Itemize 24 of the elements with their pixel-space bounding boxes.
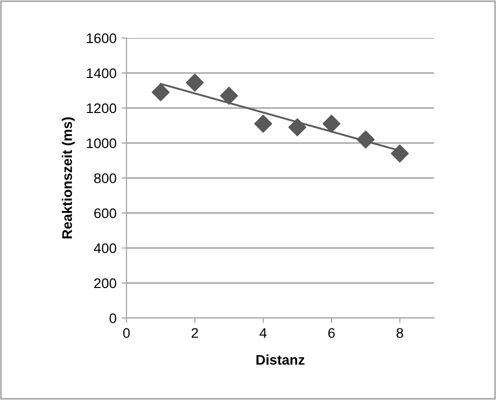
y-tick-label: 1200 — [86, 103, 116, 114]
x-axis-title: Distanz — [256, 354, 304, 365]
y-tick-label: 800 — [94, 173, 116, 184]
point — [220, 86, 238, 105]
point — [390, 144, 409, 162]
point — [186, 74, 204, 92]
point — [322, 114, 340, 133]
y-tick-label: 1000 — [86, 138, 116, 148]
point — [254, 114, 272, 133]
point — [356, 130, 375, 148]
x-tick-label: 0 — [123, 328, 130, 338]
x-tick-label: 6 — [328, 328, 335, 338]
y-tick-label: 0 — [110, 313, 116, 324]
x-tick-label: 8 — [396, 328, 404, 338]
x-tick-label: 4 — [260, 328, 267, 338]
point — [152, 83, 170, 102]
y-tick-label: 600 — [94, 208, 116, 218]
y-tick-label: 1600 — [86, 33, 116, 44]
y-tick-label: 200 — [94, 278, 116, 288]
y-tick-label: 1400 — [86, 68, 116, 78]
y-axis-title: Reaktionszeit (ms) — [62, 117, 75, 238]
y-tick-label: 400 — [94, 243, 116, 254]
point — [288, 118, 306, 136]
x-tick-label: 2 — [192, 328, 198, 338]
